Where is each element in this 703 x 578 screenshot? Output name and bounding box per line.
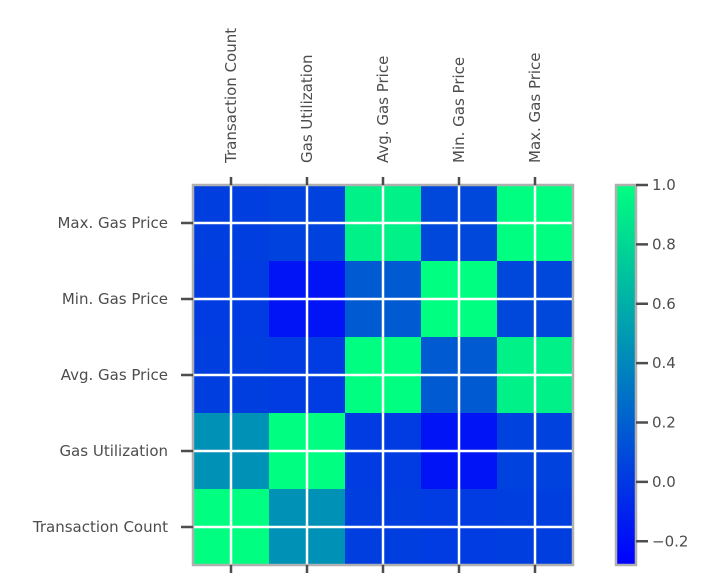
x-tick-label: Transaction Count — [222, 28, 240, 164]
x-tick-label: Max. Gas Price — [526, 52, 544, 163]
colorbar: 1.0 0.8 0.6 0.4 0.2 0.0 −0.2 — [614, 176, 688, 567]
colorbar-tick-label: −0.2 — [652, 532, 688, 550]
x-tick-label: Min. Gas Price — [450, 57, 468, 163]
colorbar-tick-label: 1.0 — [652, 176, 676, 194]
colorbar-tick-label: 0.0 — [652, 473, 676, 491]
colorbar-ticks: 1.0 0.8 0.6 0.4 0.2 0.0 −0.2 — [636, 176, 688, 550]
heatmap-grid — [193, 185, 573, 565]
colorbar-tick-label: 0.2 — [652, 414, 676, 432]
x-axis: Transaction Count Gas Utilization Avg. Gas… — [222, 28, 544, 573]
x-tick-label: Avg. Gas Price — [374, 56, 392, 163]
colorbar-tick-label: 0.8 — [652, 235, 676, 253]
y-tick-label: Gas Utilization — [59, 442, 168, 460]
y-tick-label: Avg. Gas Price — [61, 366, 168, 384]
y-tick-label: Max. Gas Price — [57, 214, 168, 232]
colorbar-gradient — [614, 183, 638, 567]
colorbar-tick-label: 0.4 — [652, 354, 676, 372]
y-tick-label: Transaction Count — [32, 518, 168, 536]
y-axis: Transaction Count Gas Utilization Avg. Gas… — [32, 214, 193, 536]
colorbar-tick-label: 0.6 — [652, 295, 676, 313]
y-tick-label: Min. Gas Price — [62, 290, 168, 308]
x-tick-label: Gas Utilization — [298, 54, 316, 163]
